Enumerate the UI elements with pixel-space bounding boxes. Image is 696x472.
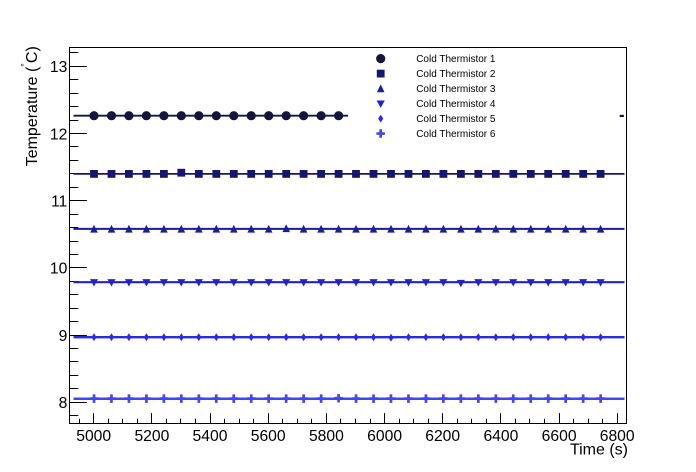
svg-text:5600: 5600 — [251, 428, 286, 445]
svg-text:Cold Thermistor 1: Cold Thermistor 1 — [416, 54, 496, 65]
svg-text:10: 10 — [50, 261, 68, 278]
svg-text:11: 11 — [51, 194, 67, 211]
svg-text:8: 8 — [59, 395, 68, 412]
svg-text:6200: 6200 — [425, 428, 460, 445]
svg-text:6400: 6400 — [483, 428, 518, 445]
svg-text:Time (s): Time (s) — [570, 442, 628, 459]
svg-text:5200: 5200 — [134, 428, 169, 445]
svg-text:Cold Thermistor 6: Cold Thermistor 6 — [416, 129, 496, 140]
svg-text:Cold Thermistor 5: Cold Thermistor 5 — [416, 114, 496, 125]
svg-text:5400: 5400 — [193, 428, 228, 445]
svg-text:Cold Thermistor 4: Cold Thermistor 4 — [416, 99, 496, 110]
svg-text:13: 13 — [50, 59, 68, 76]
svg-text:Cold Thermistor 2: Cold Thermistor 2 — [416, 69, 496, 80]
svg-text:Temperature (°C): Temperature (°C) — [19, 46, 41, 166]
svg-text:9: 9 — [59, 328, 68, 345]
svg-text:12: 12 — [50, 126, 67, 143]
svg-text:6600: 6600 — [542, 428, 577, 445]
svg-text:6800: 6800 — [600, 428, 635, 445]
svg-text:5800: 5800 — [309, 428, 344, 445]
svg-text:6000: 6000 — [367, 428, 402, 445]
svg-text:5000: 5000 — [76, 428, 111, 445]
svg-text:Cold Thermistor 3: Cold Thermistor 3 — [416, 84, 496, 95]
